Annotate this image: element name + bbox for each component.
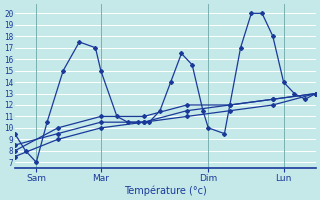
- X-axis label: Température (°c): Température (°c): [124, 185, 207, 196]
